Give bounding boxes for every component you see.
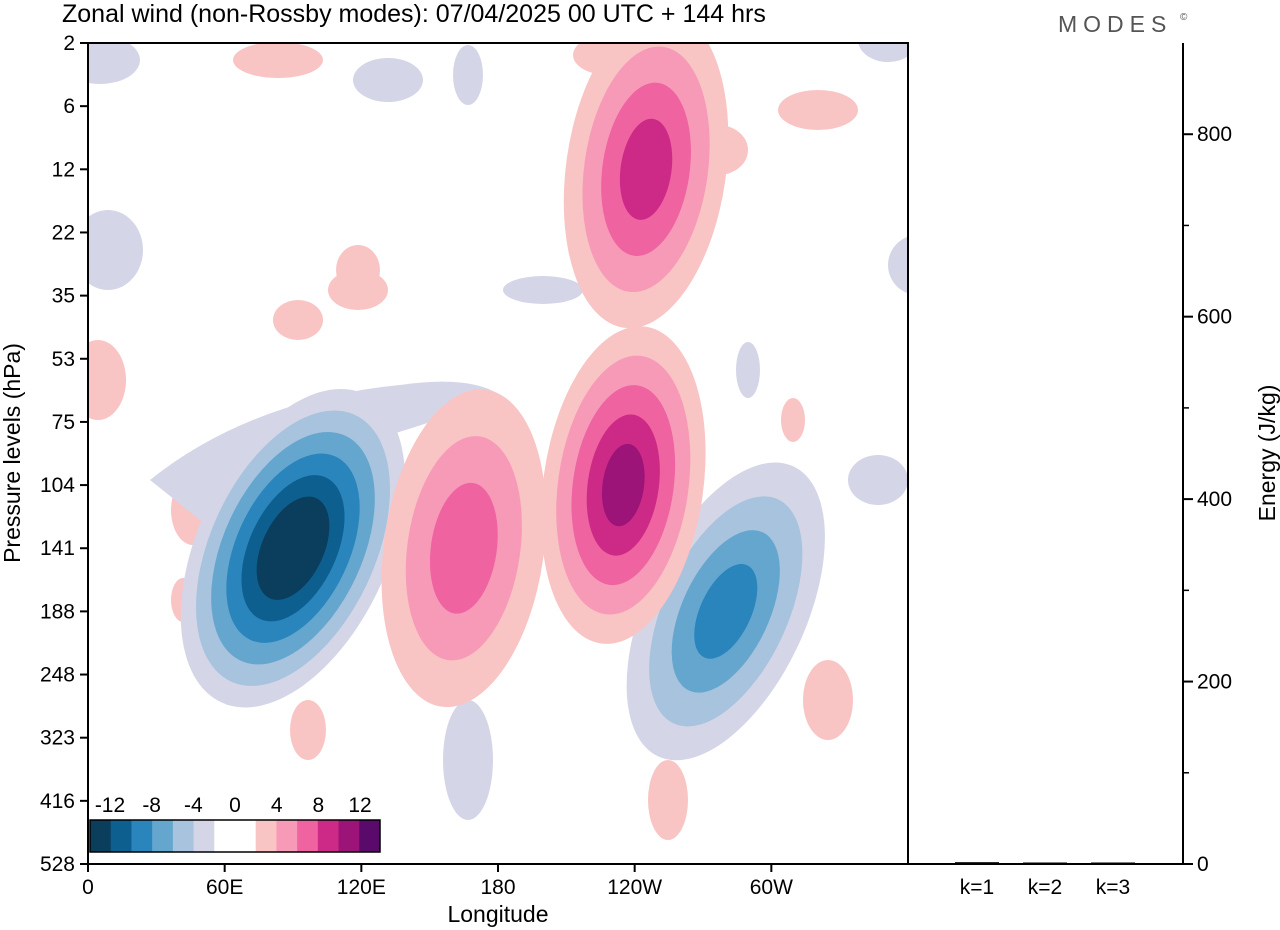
positive-patch (778, 90, 858, 130)
colorbar-label: 12 (348, 794, 371, 817)
y-axis-label: Pressure levels (hPa) (0, 343, 25, 563)
y-tick-label: 22 (52, 221, 75, 244)
energy-category-label: k=1 (960, 876, 994, 899)
negative-patch (858, 43, 908, 62)
y-tick-label: 35 (52, 285, 75, 308)
positive-contour-level-5 (601, 443, 645, 527)
zonal-wind-field (88, 43, 988, 840)
positive-patch (781, 398, 805, 442)
x-tick-label: 0 (82, 876, 94, 899)
positive-patch (948, 448, 988, 492)
positive-patch (233, 43, 323, 78)
energy-panel: 0 200 400 600 800 k=1 k=2 k=3 (955, 123, 1232, 899)
colorbar-label: 0 (229, 794, 241, 817)
left-axes: 0 60E 120E 180 120W 60W 2 6 12 22 35 53 75 104 141 188 2… (40, 32, 793, 899)
colorbar-label: -12 (95, 794, 125, 817)
y-tick-label: 141 (40, 537, 75, 560)
colorbar-swatch (90, 820, 112, 852)
colorbar: -12 -8 -4 0 4 8 12 (89, 794, 381, 853)
y-tick-label: 75 (52, 411, 75, 434)
colorbar-frame (89, 819, 381, 853)
x-tick-label: 180 (480, 876, 515, 899)
negative-patch (88, 43, 140, 84)
positive-patch (913, 565, 963, 635)
y-tick-label: 416 (40, 790, 75, 813)
energy-tick-label: 400 (1197, 488, 1232, 511)
colorbar-label: 8 (312, 794, 324, 817)
positive-patch (648, 760, 688, 840)
colorbar-swatch (359, 820, 381, 852)
energy-tick-label: 800 (1197, 123, 1232, 146)
x-tick-label: 60E (206, 876, 243, 899)
energy-axis-label: Energy (J/kg) (1254, 385, 1280, 522)
colorbar-swatch (276, 820, 298, 852)
x-tick-label: 120W (607, 876, 662, 899)
energy-bar (1091, 862, 1135, 864)
y-tick-label: 104 (40, 474, 75, 497)
energy-tick-label: 600 (1197, 306, 1232, 329)
positive-contour-level-3 (429, 482, 498, 614)
y-tick-label: 12 (52, 158, 75, 181)
x-tick-label: 120E (337, 876, 386, 899)
colorbar-swatch (297, 820, 319, 852)
colorbar-swatch (152, 820, 174, 852)
chart-title: Zonal wind (non-Rossby modes): 07/04/202… (62, 0, 766, 28)
colorbar-swatch (255, 820, 277, 852)
colorbar-swatch (214, 820, 236, 852)
energy-category-label: k=3 (1096, 876, 1130, 899)
colorbar-swatch (317, 820, 340, 852)
negative-patch (888, 236, 908, 294)
colorbar-label: -4 (184, 794, 203, 817)
y-tick-label: 528 (40, 853, 75, 876)
negative-patch (443, 700, 493, 820)
energy-bar (1023, 862, 1067, 864)
negative-patch (88, 210, 143, 290)
positive-patch (336, 245, 380, 295)
positive-patch (803, 660, 853, 740)
y-tick-label: 323 (40, 727, 75, 750)
negative-patch (919, 725, 947, 795)
x-axis-label: Longitude (447, 901, 548, 927)
positive-patch (273, 300, 323, 340)
energy-category-label: k=2 (1028, 876, 1062, 899)
y-tick-label: 248 (40, 664, 75, 687)
colorbar-label: -8 (142, 794, 161, 817)
negative-patch (353, 58, 423, 102)
energy-bar (955, 862, 999, 864)
brand-mark: © (1180, 12, 1188, 23)
negative-contour-level-4 (694, 564, 758, 659)
y-tick-label: 53 (52, 348, 75, 371)
colorbar-label: 4 (271, 794, 283, 817)
energy-tick-label: 0 (1197, 853, 1209, 876)
colorbar-swatch (131, 820, 153, 852)
positive-contour-level-4 (619, 118, 673, 220)
negative-patch (453, 45, 483, 105)
positive-patch (88, 340, 126, 420)
energy-tick-label: 200 (1197, 671, 1232, 694)
colorbar-swatch (235, 820, 257, 852)
y-tick-label: 2 (63, 32, 75, 55)
negative-contour-level-6 (256, 496, 330, 600)
colorbar-swatch (193, 820, 215, 852)
negative-patch (503, 276, 583, 304)
brand-logo: MODES (1058, 11, 1172, 37)
colorbar-swatch (338, 820, 360, 852)
colorbar-swatch (172, 820, 195, 852)
colorbar-swatch (110, 820, 132, 852)
negative-patch (736, 342, 760, 398)
negative-patch (848, 455, 908, 505)
y-tick-label: 6 (63, 95, 75, 118)
y-tick-label: 188 (40, 600, 75, 623)
x-tick-label: 60W (750, 876, 793, 899)
positive-patch (290, 700, 326, 760)
